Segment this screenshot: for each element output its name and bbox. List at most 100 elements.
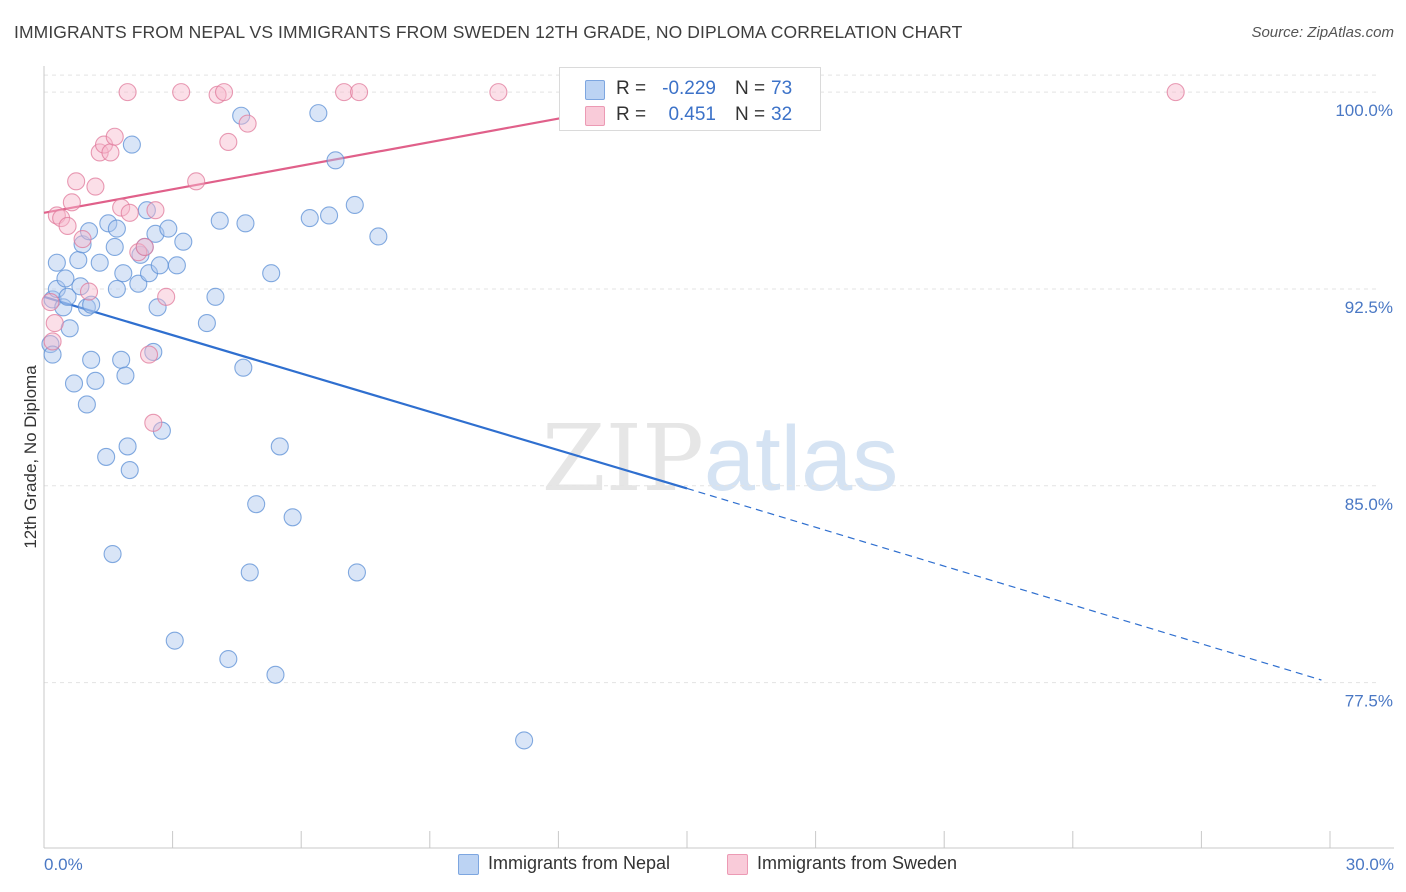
nepal-point	[206, 287, 225, 306]
grid-lines	[44, 74, 1380, 684]
nepal-point	[120, 461, 139, 480]
axes	[43, 66, 1394, 849]
r-value: -0.229	[662, 78, 716, 99]
nepal-point	[103, 544, 122, 564]
stats-legend-box: R = -0.229 N = 73 R = 0.451 N = 32	[559, 67, 821, 131]
nepal-point	[71, 277, 90, 296]
r-label: R =	[616, 78, 647, 99]
nepal-point	[77, 395, 96, 414]
sweden-point	[146, 201, 165, 220]
nepal-point	[347, 563, 366, 582]
nepal-point	[234, 358, 253, 377]
nepal-point	[107, 279, 126, 299]
y-tick-label: 85.0%	[1345, 495, 1393, 514]
nepal-point	[86, 371, 105, 390]
nepal-point	[236, 214, 255, 233]
sweden-point	[172, 83, 191, 102]
nepal-point	[167, 256, 186, 275]
nepal-trend-extension	[686, 487, 1322, 681]
x-tick-label: 30.0%	[1346, 855, 1394, 874]
sweden-point	[335, 83, 354, 102]
nepal-point	[90, 253, 109, 272]
sweden-point	[238, 114, 257, 133]
sweden-point	[58, 216, 77, 236]
sweden-point	[86, 177, 105, 196]
nepal-point	[159, 219, 178, 238]
nepal-point	[262, 264, 281, 283]
legend-label-sweden: Immigrants from Sweden	[757, 853, 958, 873]
tick-labels: 100.0% 92.5% 85.0% 77.5% 0.0% 30.0%	[44, 101, 1394, 874]
nepal-point	[515, 731, 534, 750]
nepal-point	[64, 374, 84, 393]
nepal-point	[219, 649, 238, 669]
scatter-points	[41, 83, 1185, 750]
sweden-point	[157, 287, 176, 306]
sweden-swatch	[585, 106, 605, 126]
n-value: 32	[771, 104, 793, 125]
sweden-point	[73, 230, 92, 249]
sweden-point	[214, 83, 234, 102]
legend-swatch-nepal	[458, 854, 479, 875]
watermark: ZIPatlas	[542, 405, 899, 512]
sweden-point	[1166, 83, 1185, 102]
sweden-point	[45, 314, 64, 333]
sweden-point	[62, 193, 81, 212]
nepal-point	[56, 269, 75, 288]
nepal-point	[197, 314, 216, 333]
sweden-point	[144, 413, 163, 432]
nepal-point	[73, 235, 92, 254]
nepal-swatch	[585, 80, 605, 100]
sweden-point	[79, 282, 99, 301]
sweden-point	[41, 293, 60, 312]
nepal-point	[114, 264, 133, 283]
sweden-point	[135, 237, 154, 257]
sweden-point	[112, 198, 131, 217]
legend-swatch-sweden	[727, 854, 748, 875]
stats-row-sweden: R = 0.451 N = 32	[560, 103, 820, 129]
nepal-point	[60, 319, 79, 338]
nepal-trend-line	[43, 295, 688, 490]
nepal-point	[210, 211, 229, 230]
nepal-point	[240, 563, 259, 582]
nepal-point	[105, 237, 124, 257]
nepal-point	[320, 206, 339, 225]
nepal-point	[58, 287, 77, 306]
chart-title: IMMIGRANTS FROM NEPAL VS IMMIGRANTS FROM…	[14, 22, 963, 42]
nepal-point	[150, 256, 169, 275]
nepal-point	[369, 227, 388, 246]
x-tick-label: 0.0%	[44, 855, 83, 874]
nepal-point	[118, 437, 137, 456]
nepal-point	[97, 447, 116, 466]
nepal-point	[69, 251, 88, 270]
nepal-point	[47, 253, 66, 272]
sweden-point	[187, 172, 206, 191]
sweden-point	[350, 83, 369, 102]
nepal-point	[122, 135, 141, 154]
n-label: N =	[735, 78, 766, 99]
nepal-point	[283, 508, 302, 527]
sweden-point	[67, 172, 86, 191]
nepal-point	[82, 295, 101, 314]
sweden-point	[219, 132, 238, 152]
nepal-point	[247, 495, 266, 514]
sweden-point	[105, 127, 124, 146]
sweden-point	[489, 83, 508, 102]
sweden-point	[139, 345, 159, 364]
sweden-point	[120, 203, 139, 222]
nepal-point	[309, 104, 328, 123]
r-value: 0.451	[668, 104, 716, 125]
n-label: N =	[735, 104, 766, 125]
sweden-point	[118, 83, 137, 102]
nepal-point	[112, 350, 131, 369]
legend-label-nepal: Immigrants from Nepal	[488, 853, 671, 873]
nepal-point	[43, 345, 62, 364]
y-tick-label: 77.5%	[1345, 692, 1393, 711]
nepal-point	[107, 219, 126, 238]
nepal-point	[270, 437, 289, 456]
legend: Immigrants from Nepal Immigrants from Sw…	[0, 852, 1406, 878]
nepal-point	[266, 665, 285, 684]
nepal-point	[345, 195, 364, 215]
sweden-point	[101, 143, 120, 162]
r-label: R =	[616, 104, 647, 125]
